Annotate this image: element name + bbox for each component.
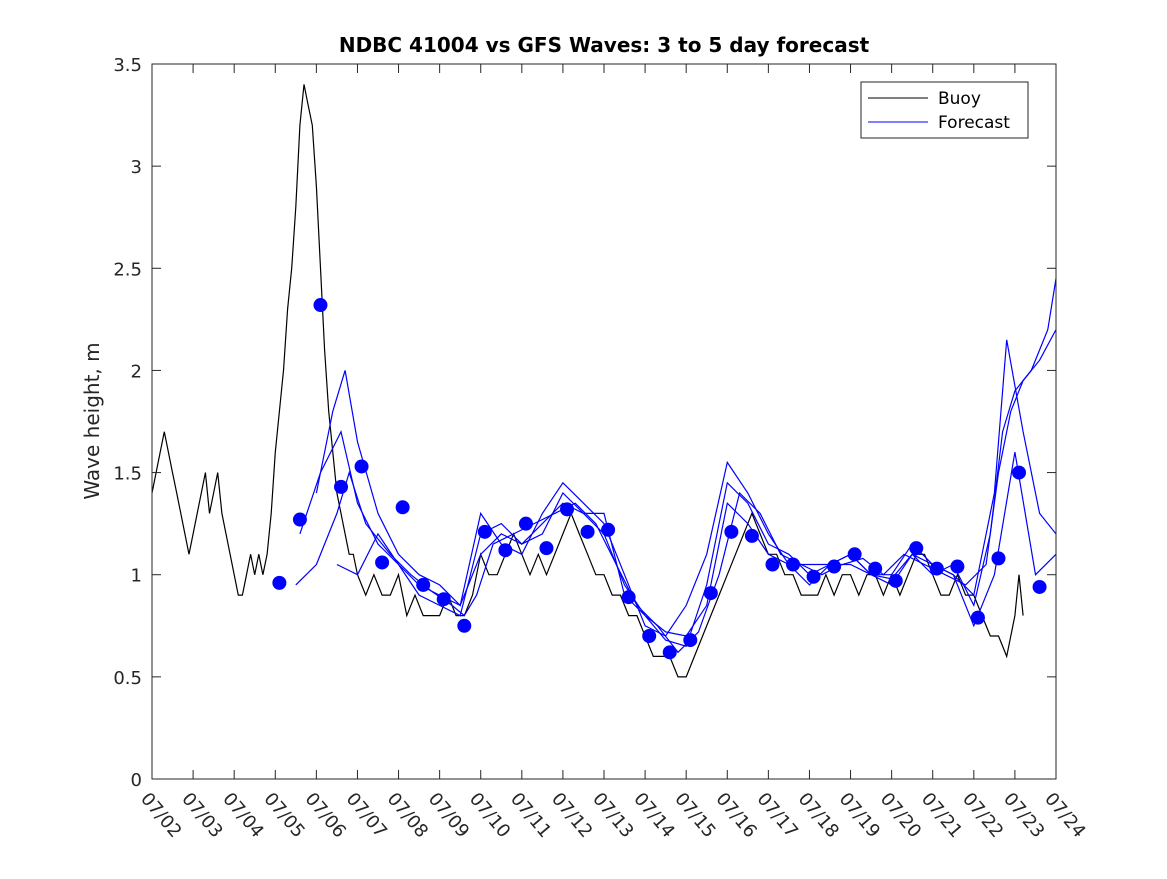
forecast-point: [580, 524, 595, 539]
forecast-point: [498, 543, 513, 558]
forecast-line-5: [336, 452, 1056, 637]
forecast-point: [950, 559, 965, 574]
plot-area: [152, 84, 1056, 678]
y-tick-label: 1.5: [113, 464, 142, 485]
legend-label-buoy: Buoy: [938, 89, 981, 109]
y-tick-label: 2.5: [113, 259, 142, 280]
forecast-point: [375, 555, 390, 570]
buoy-line: [152, 84, 1024, 678]
forecast-point: [313, 298, 328, 313]
forecast-point: [354, 459, 369, 474]
forecast-point: [1032, 579, 1047, 594]
y-tick-label: 3: [131, 157, 142, 178]
forecast-point: [272, 575, 287, 590]
plot-series-group: [152, 84, 1056, 678]
y-tick-label: 0: [131, 770, 142, 791]
forecast-line-2: [295, 329, 1056, 654]
y-tick-label: 0.5: [113, 668, 142, 689]
forecast-point: [970, 610, 985, 625]
y-tick-label: 2: [131, 361, 142, 382]
y-tick-label: 3.5: [113, 55, 142, 76]
forecast-point: [457, 618, 472, 633]
forecast-point: [518, 516, 533, 531]
forecast-point: [334, 479, 349, 494]
legend: Buoy Forecast: [860, 81, 1029, 139]
legend-box: [860, 81, 1029, 139]
y-tick-label: 1: [131, 566, 142, 587]
forecast-point: [539, 541, 554, 556]
forecast-point: [765, 557, 780, 572]
forecast-point: [888, 573, 903, 588]
forecast-point: [395, 500, 410, 515]
chart-title: NDBC 41004 vs GFS Waves: 3 to 5 day fore…: [339, 33, 870, 57]
forecast-point: [662, 645, 677, 660]
legend-label-forecast: Forecast: [938, 113, 1010, 133]
forecast-point: [642, 629, 657, 643]
y-axis-label: Wave height, m: [80, 342, 104, 499]
